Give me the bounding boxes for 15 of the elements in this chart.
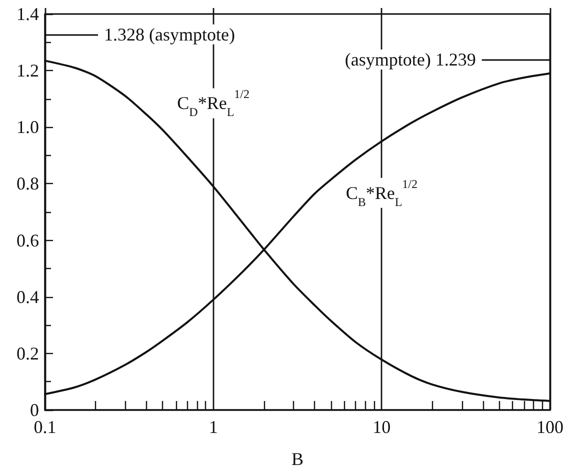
y-tick-label: 0.6 — [16, 230, 39, 250]
y-tick-label: 1.4 — [16, 4, 39, 24]
y-tick-label: 1.0 — [16, 117, 39, 138]
x-axis-title: B — [291, 449, 304, 469]
ref-line-label: (asymptote) 1.239 — [344, 50, 476, 70]
y-tick-label: 0.2 — [16, 343, 39, 364]
ref-line-label: 1.328 (asymptote) — [104, 24, 236, 44]
x-tick-label: 1 — [208, 417, 218, 437]
x-tick-label: 10 — [372, 417, 391, 437]
y-tick-label: 0 — [30, 400, 39, 420]
x-tick-label: 0.1 — [34, 417, 56, 437]
x-tick-label: 100 — [536, 417, 564, 437]
y-tick-label: 1.2 — [16, 60, 39, 81]
y-tick-label: 0.8 — [16, 174, 39, 194]
y-tick-label: 0.4 — [16, 286, 39, 307]
